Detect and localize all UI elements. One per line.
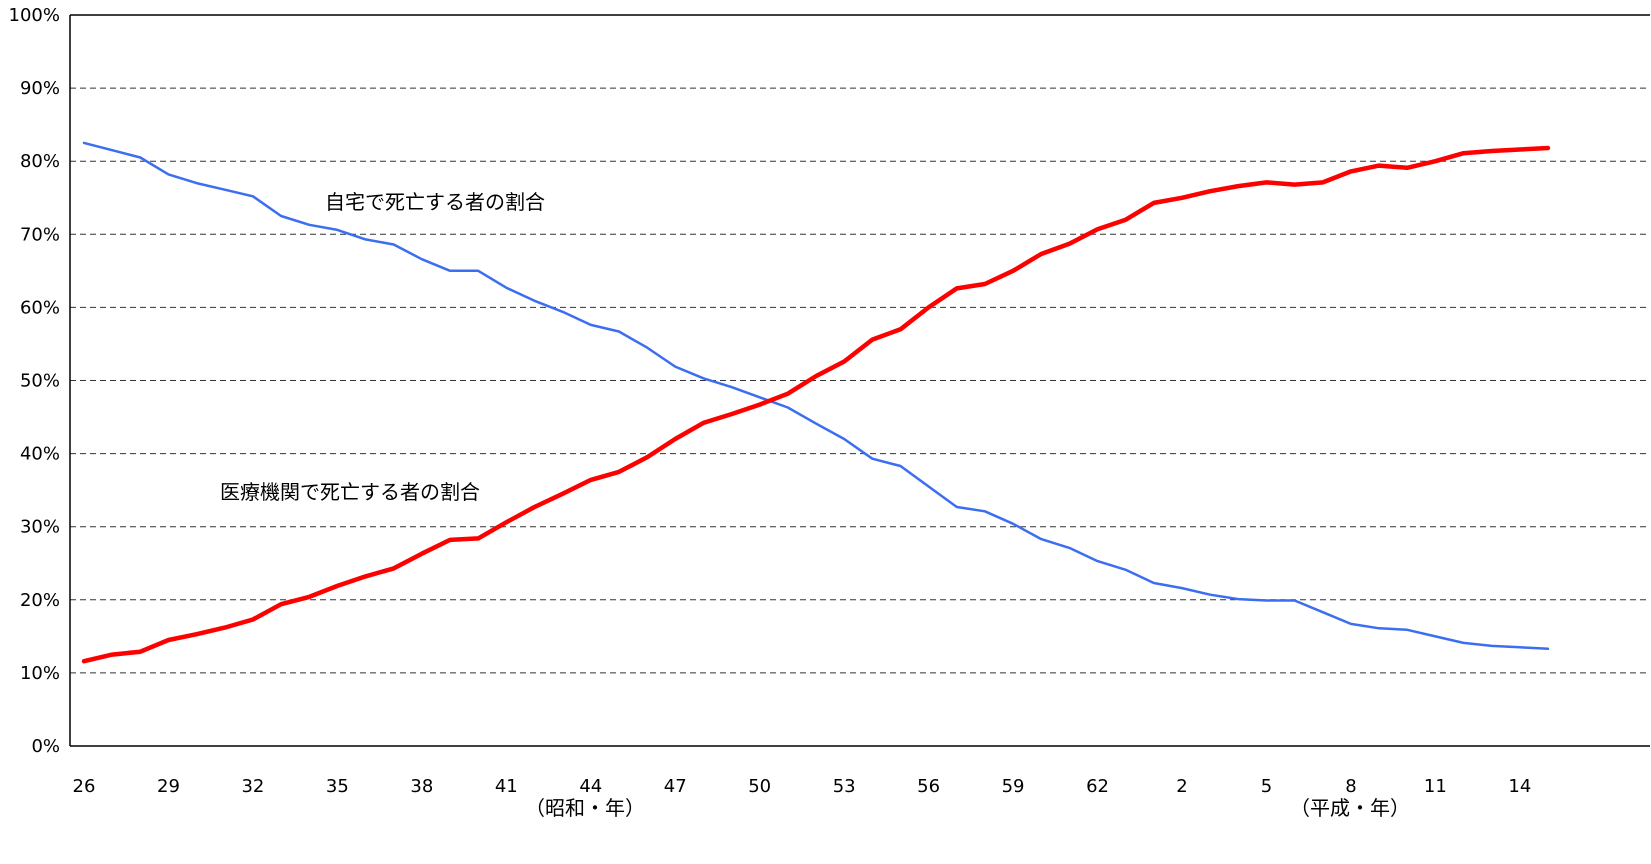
x-tick-label: 62 [1086,776,1109,797]
x-tick-label: 50 [748,776,771,797]
era-label-showa: （昭和・年） [525,796,645,820]
x-tick-label: 47 [664,776,687,797]
x-tick-label: 59 [1002,776,1025,797]
x-tick-label: 14 [1508,776,1531,797]
y-tick-label: 90% [20,78,60,99]
x-tick-label: 53 [833,776,856,797]
era-label-heisei: （平成・年） [1290,796,1410,820]
x-tick-label: 38 [410,776,433,797]
series-line-hospital [81,145,1551,664]
x-tick-label: 26 [73,776,96,797]
y-tick-label: 10% [20,663,60,684]
x-tick-label: 56 [917,776,940,797]
annotation-hospital-death: 医療機関で死亡する者の割合 [220,480,480,504]
y-tick-label: 40% [20,444,60,465]
y-tick-label: 100% [9,5,60,26]
x-tick-label: 29 [157,776,180,797]
series-lines [81,141,1551,664]
gridlines [70,14,1650,674]
series-line-home [82,141,1550,651]
x-tick-label: 5 [1261,776,1272,797]
x-tick-label: 2 [1176,776,1187,797]
y-tick-label: 70% [20,224,60,245]
y-tick-label: 60% [20,297,60,318]
y-tick-label: 20% [20,590,60,611]
y-axis-tick-labels: 0% 10% 20% 30% 40% 50% 60% 70% 80% 90% 100% [9,5,60,757]
y-tick-label: 30% [20,517,60,538]
y-tick-label: 0% [31,736,60,757]
x-tick-label: 41 [495,776,518,797]
y-tick-label: 50% [20,371,60,392]
x-tick-label: 32 [241,776,264,797]
x-tick-label: 44 [579,776,602,797]
x-tick-label: 8 [1345,776,1356,797]
y-tick-label: 80% [20,151,60,172]
x-tick-label: 11 [1424,776,1447,797]
x-axis-tick-labels: 26 29 32 35 38 41 44 47 50 53 56 59 62 2 5 8 11 14 [73,776,1532,797]
x-tick-label: 35 [326,776,349,797]
annotation-home-death: 自宅で死亡する者の割合 [325,190,545,214]
